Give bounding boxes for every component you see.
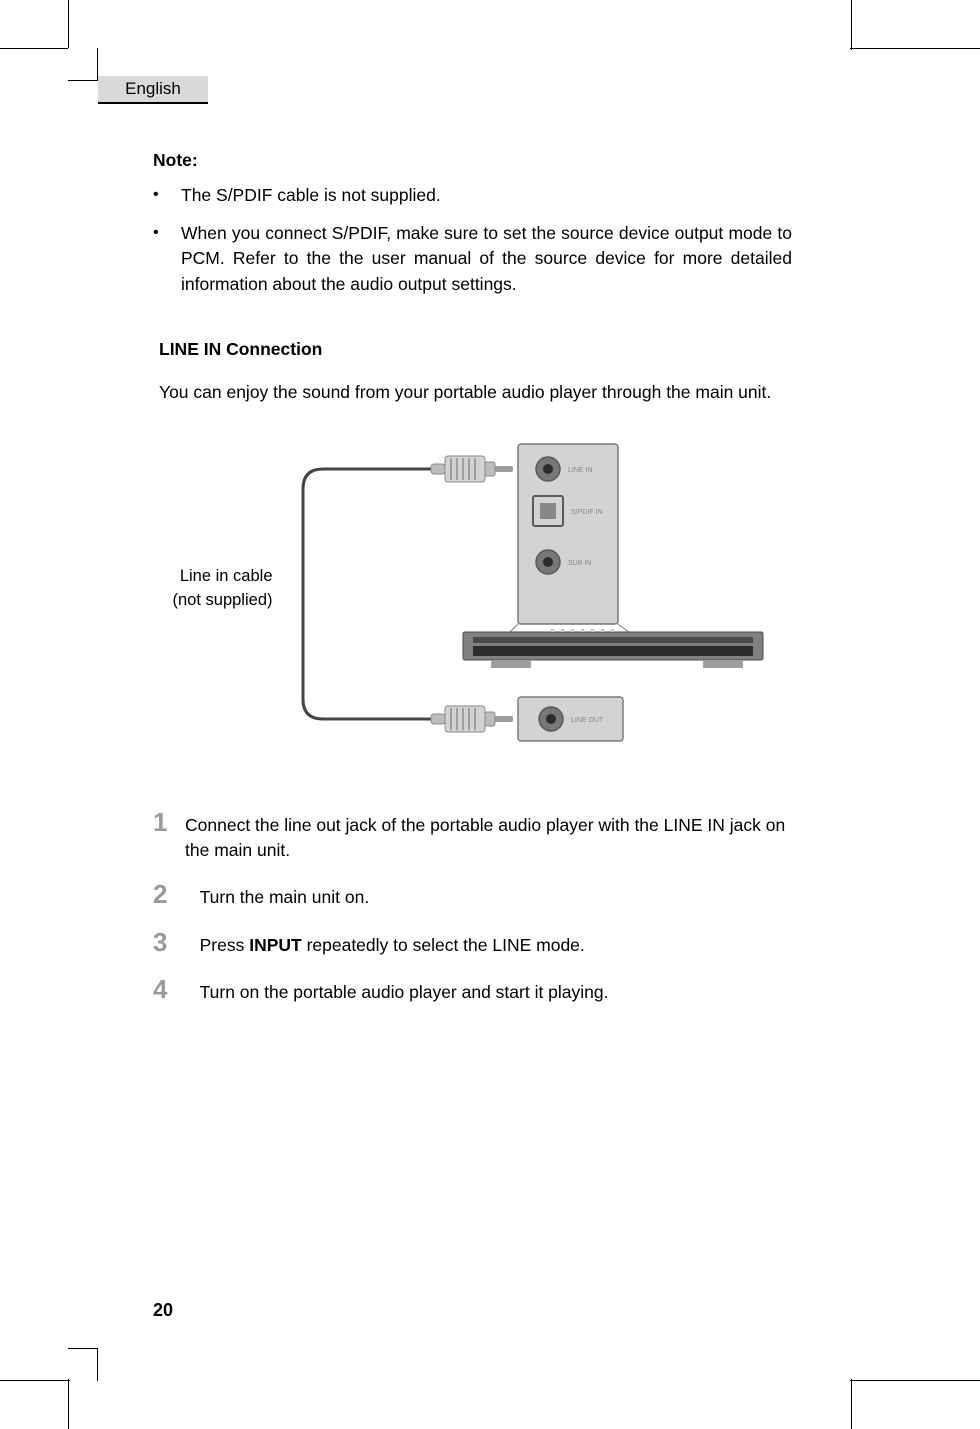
svg-text:LINE IN: LINE IN [568, 467, 593, 474]
crop-mark [850, 1380, 980, 1381]
content-area: Note: • The S/PDIF cable is not supplied… [153, 148, 792, 1024]
step-text-pre: Press [200, 935, 250, 955]
step-text: Connect the line out jack of the portabl… [185, 811, 792, 864]
section-heading: LINE IN Connection [159, 337, 792, 362]
step-item: 4 Turn on the portable audio player and … [153, 976, 792, 1005]
list-item: • When you connect S/PDIF, make sure to … [153, 221, 792, 297]
step-text: Turn on the portable audio player and st… [185, 978, 792, 1005]
step-item: 2 Turn the main unit on. [153, 881, 792, 910]
crop-mark [68, 1379, 69, 1429]
cable-label: Line in cable (not supplied) [143, 564, 273, 614]
language-tab: English [98, 76, 208, 104]
step-number: 2 [153, 881, 185, 907]
note-bullet-list: • The S/PDIF cable is not supplied. • Wh… [153, 183, 792, 297]
step-text-bold: INPUT [249, 935, 302, 955]
step-item: 3 Press INPUT repeatedly to select the L… [153, 929, 792, 958]
step-number: 1 [153, 809, 185, 835]
svg-text:LINE OUT: LINE OUT [571, 717, 604, 724]
bullet-text: When you connect S/PDIF, make sure to se… [181, 221, 792, 297]
step-number: 3 [153, 929, 185, 955]
crop-mark [0, 1380, 70, 1381]
language-label: English [125, 79, 181, 99]
step-text-span: Turn the main unit on. [200, 887, 370, 907]
step-text-post: repeatedly to select the LINE mode. [302, 935, 585, 955]
svg-text:S/PDIF IN: S/PDIF IN [571, 509, 603, 516]
cable-label-line1: Line in cable [180, 567, 273, 585]
step-text-span: Turn on the portable audio player and st… [200, 982, 609, 1002]
cable-label-line2: (not supplied) [173, 591, 273, 609]
steps-list: 1 Connect the line out jack of the porta… [153, 809, 792, 1006]
crop-mark [68, 0, 69, 50]
crop-mark [850, 48, 980, 49]
step-text: Press INPUT repeatedly to select the LIN… [185, 931, 792, 958]
bullet-icon: • [153, 221, 181, 297]
step-number: 4 [153, 976, 185, 1002]
page-body: English Note: • The S/PDIF cable is not … [68, 48, 852, 1381]
svg-text:SUB IN: SUB IN [568, 560, 591, 567]
bullet-text: The S/PDIF cable is not supplied. [181, 183, 792, 208]
bullet-icon: • [153, 183, 181, 208]
page-number: 20 [153, 1300, 173, 1321]
step-item: 1 Connect the line out jack of the porta… [153, 809, 792, 864]
connection-diagram: Line in cable (not supplied) LINE IN S/P… [173, 434, 773, 764]
note-heading: Note: [153, 148, 792, 173]
section-intro: You can enjoy the sound from your portab… [159, 380, 792, 405]
crop-mark [851, 1379, 852, 1429]
crop-mark [0, 48, 70, 49]
crop-mark [851, 0, 852, 50]
step-text: Turn the main unit on. [185, 883, 792, 910]
list-item: • The S/PDIF cable is not supplied. [153, 183, 792, 208]
